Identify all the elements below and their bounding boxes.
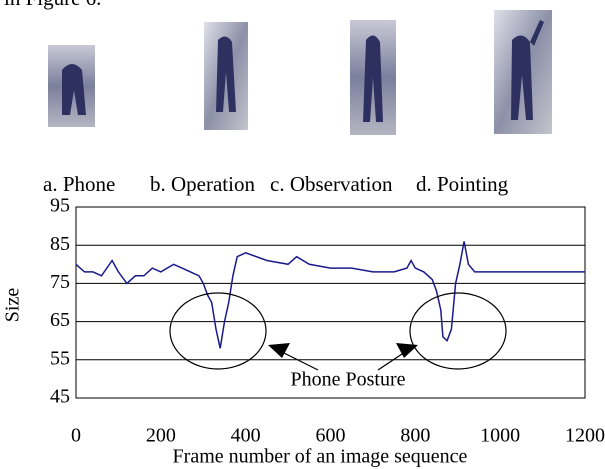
caption: a. Phone [43, 172, 115, 196]
data-line [76, 241, 585, 348]
annotation-label: Phone Posture [291, 369, 406, 391]
x-tick-label: 200 [146, 425, 176, 447]
x-tick-label: 800 [400, 425, 430, 447]
x-tick-label: 1200 [565, 425, 605, 447]
x-tick-label: 400 [231, 425, 261, 447]
y-tick-label: 95 [50, 195, 70, 217]
annotation-ellipse [410, 293, 506, 369]
x-tick-label: 1000 [480, 425, 520, 447]
caption: b. Operation [150, 172, 255, 196]
y-axis-label: Size [2, 288, 24, 323]
page: {"page_text": "in Figure 6.", "images": … [0, 0, 605, 469]
y-tick-label: 75 [50, 271, 70, 293]
x-axis-label: Frame number of an image sequence [173, 446, 468, 468]
x-tick-label: 0 [71, 425, 81, 447]
chart: 45 55 65 75 85 95 0 200 400 600 800 1000 1200 [50, 195, 605, 447]
figure: in Figure 6. a. Phone b. Operation c. Ob… [0, 0, 605, 469]
y-tick-label: 85 [50, 233, 70, 255]
page-text: in Figure 6. [4, 0, 101, 10]
caption: d. Pointing [416, 172, 509, 196]
thumbnails [48, 10, 552, 135]
annotation [170, 293, 506, 370]
caption: c. Observation [270, 172, 393, 196]
y-tick-label: 65 [50, 309, 70, 331]
annotation-ellipse [170, 293, 266, 369]
y-tick-label: 55 [50, 347, 70, 369]
y-tick-label: 45 [50, 386, 70, 408]
x-tick-label: 600 [316, 425, 346, 447]
